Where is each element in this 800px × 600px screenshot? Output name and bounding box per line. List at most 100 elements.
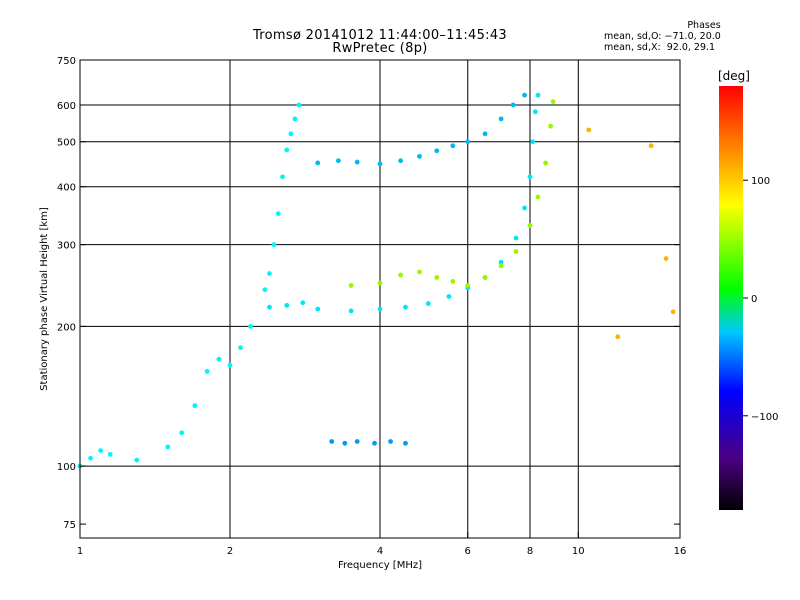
data-point: [527, 174, 533, 180]
colorbar-tick-label: 100: [751, 176, 770, 187]
data-point: [615, 334, 621, 340]
data-point: [510, 102, 516, 108]
chart-title: Tromsø 20141012 11:44:00–11:45:43: [252, 28, 508, 43]
data-point: [88, 455, 93, 461]
data-point: [446, 294, 452, 299]
data-point: [465, 139, 471, 145]
colorbar-ticks: 100 0 −100: [743, 176, 778, 423]
data-point: [513, 249, 519, 254]
data-point: [315, 306, 321, 312]
data-point: [284, 302, 290, 308]
y-tick-label: 400: [57, 183, 76, 194]
data-point: [280, 174, 285, 180]
x-tick-label: 4: [377, 546, 383, 557]
data-point: [398, 272, 404, 278]
data-point: [354, 159, 360, 165]
data-point: [425, 301, 431, 306]
data-point: [275, 211, 281, 217]
data-point: [372, 440, 377, 446]
x-tick-label: 1: [77, 546, 83, 557]
y-tick-label: 75: [63, 520, 76, 531]
phase-statistics: Phases mean, sd,O: −71.0, 20.0 mean, sd,…: [604, 20, 764, 53]
data-point: [377, 280, 383, 286]
data-point: [498, 259, 504, 265]
data-point: [434, 275, 440, 280]
x-axis-ticks: 1 2 4 6 8 10 16: [77, 532, 686, 557]
data-point: [248, 324, 254, 329]
data-point: [398, 158, 404, 164]
data-points: [77, 92, 676, 469]
data-point: [527, 223, 533, 228]
x-tick-label: 2: [227, 546, 233, 557]
y-axis-label: Stationary phase Virtual Height [km]: [39, 207, 50, 391]
phase-line-o: mean, sd,O: −71.0, 20.0: [604, 31, 721, 42]
colorbar: [deg] 100 0 −100: [718, 69, 778, 510]
data-point: [498, 116, 504, 122]
data-point: [465, 283, 471, 288]
data-point: [586, 127, 592, 133]
data-point: [532, 109, 538, 115]
grid-lines: [80, 60, 680, 538]
data-point: [548, 123, 554, 129]
data-point: [267, 304, 272, 310]
data-point: [204, 368, 210, 374]
data-point: [403, 304, 408, 310]
data-point: [670, 309, 676, 315]
y-tick-label: 500: [57, 138, 76, 149]
data-point: [550, 99, 556, 105]
data-point: [403, 440, 408, 446]
colorbar-tick-label: 0: [751, 294, 757, 305]
data-point: [179, 430, 185, 436]
y-tick-label: 300: [57, 241, 76, 252]
chart-subtitle: RwPretec (8p): [332, 41, 428, 56]
data-point: [450, 279, 456, 284]
data-point: [329, 439, 335, 444]
data-point: [482, 131, 488, 137]
x-axis-label: Frequency [MHz]: [338, 560, 422, 571]
data-point: [227, 362, 233, 368]
data-point: [417, 269, 422, 275]
data-point: [522, 92, 527, 98]
phase-line-x: mean, sd,X: 92.0, 29.1: [604, 42, 716, 53]
data-point: [192, 403, 198, 409]
y-tick-label: 100: [57, 462, 76, 473]
data-point: [107, 451, 113, 457]
data-point: [300, 300, 306, 306]
data-point: [663, 256, 669, 261]
data-point: [377, 161, 383, 167]
data-point: [98, 448, 104, 453]
data-point: [271, 242, 277, 248]
data-point: [238, 345, 243, 351]
data-point: [354, 439, 360, 444]
x-tick-label: 10: [572, 546, 585, 557]
x-tick-label: 8: [527, 546, 533, 557]
x-tick-label: 6: [465, 546, 471, 557]
data-point: [296, 102, 302, 108]
data-point: [417, 153, 422, 159]
colorbar-gradient: [719, 86, 743, 510]
y-axis-ticks: 75 100 200 300 400 500 600 750: [57, 56, 680, 531]
data-point: [543, 160, 549, 166]
data-point: [434, 148, 440, 154]
data-point: [648, 143, 654, 149]
y-tick-label: 750: [57, 56, 76, 67]
data-point: [216, 356, 222, 362]
data-point: [348, 308, 354, 314]
data-point: [450, 143, 456, 149]
data-point: [482, 275, 488, 280]
data-point: [335, 158, 341, 164]
data-point: [315, 160, 321, 166]
data-point: [165, 444, 171, 450]
data-point: [292, 116, 298, 122]
phase-title: Phases: [687, 20, 721, 31]
data-point: [513, 235, 519, 241]
data-point: [342, 440, 348, 446]
data-point: [284, 147, 290, 153]
data-point: [262, 287, 268, 293]
y-tick-label: 200: [57, 322, 76, 333]
data-point: [134, 457, 140, 463]
data-point: [288, 131, 294, 137]
data-point: [522, 205, 527, 211]
y-tick-label: 600: [57, 101, 76, 112]
